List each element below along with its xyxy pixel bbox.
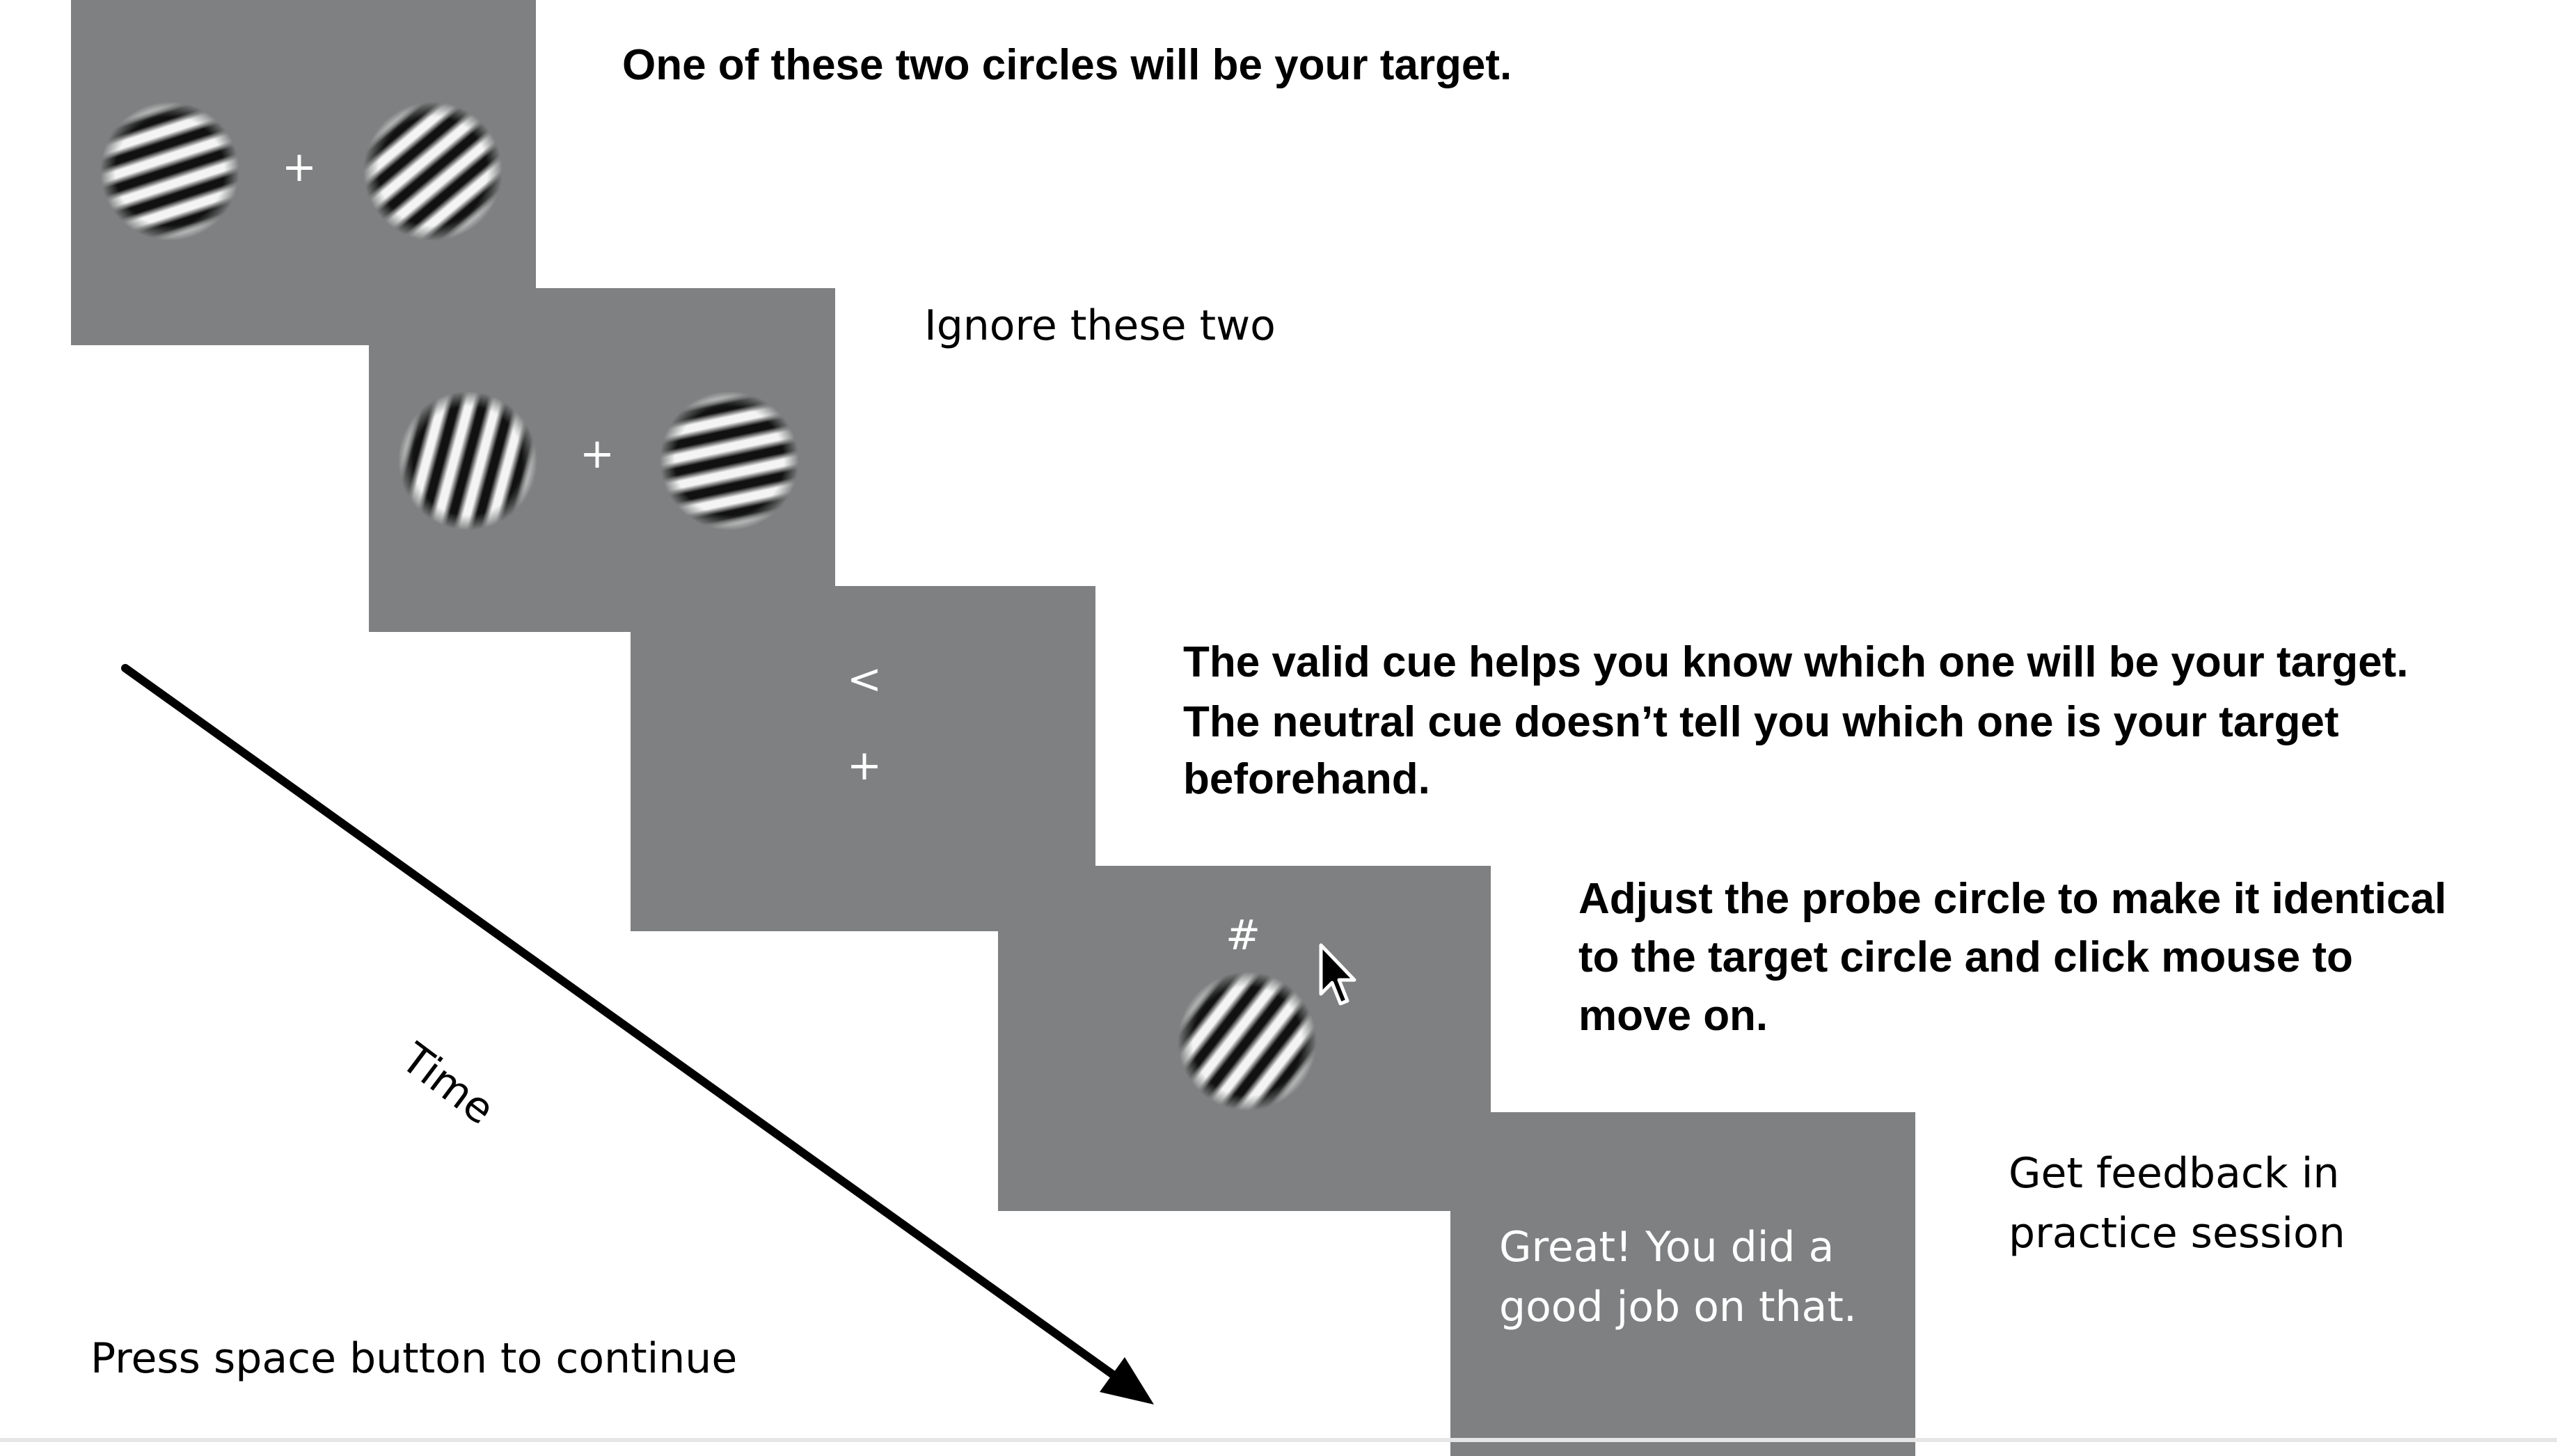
fixation-cross: + [846,741,882,790]
feedback-message-line2: good job on that. [1499,1283,1857,1331]
probe-marker: # [1225,911,1261,960]
feedback-message-line1: Great! You did a [1499,1223,1835,1272]
caption-probe-line1: Adjust the probe circle to make it ident… [1578,875,2447,923]
caption-probe-line2: to the target circle and click mouse to [1578,933,2353,981]
caption-cue-line1: The valid cue helps you know which one w… [1183,638,2409,686]
grating-circle-icon [100,102,239,241]
continue-prompt: Press space button to continue [90,1334,738,1383]
caption-cue-line2: The neutral cue doesn’t tell you which o… [1183,698,2339,746]
grating-circle-icon [398,391,537,530]
cue-arrow: < [846,655,882,704]
bottom-divider [0,1438,2557,1442]
grating-circle-icon [660,391,799,530]
target-display-panel: + [71,0,536,345]
grating-circle-icon [363,102,502,241]
fixation-cross: + [579,429,615,478]
caption-ignore: Ignore these two [924,301,1276,350]
feedback-display-panel: Great! You did a good job on that. [1450,1112,1915,1456]
caption-cue-line3: beforehand. [1183,755,1430,803]
caption-target: One of these two circles will be your ta… [622,41,1512,89]
caption-probe-line3: move on. [1578,992,1768,1040]
caption-feedback-line2: practice session [2009,1209,2345,1258]
mouse-cursor-icon [1319,943,1356,1006]
fixation-cross: + [281,143,317,191]
probe-grating-circle-icon[interactable] [1178,972,1317,1111]
timeline-arrow-icon [121,664,1154,1404]
caption-feedback-line1: Get feedback in [2009,1149,2340,1198]
distractor-display-panel: + [369,288,835,632]
probe-display-panel: # [998,866,1491,1211]
